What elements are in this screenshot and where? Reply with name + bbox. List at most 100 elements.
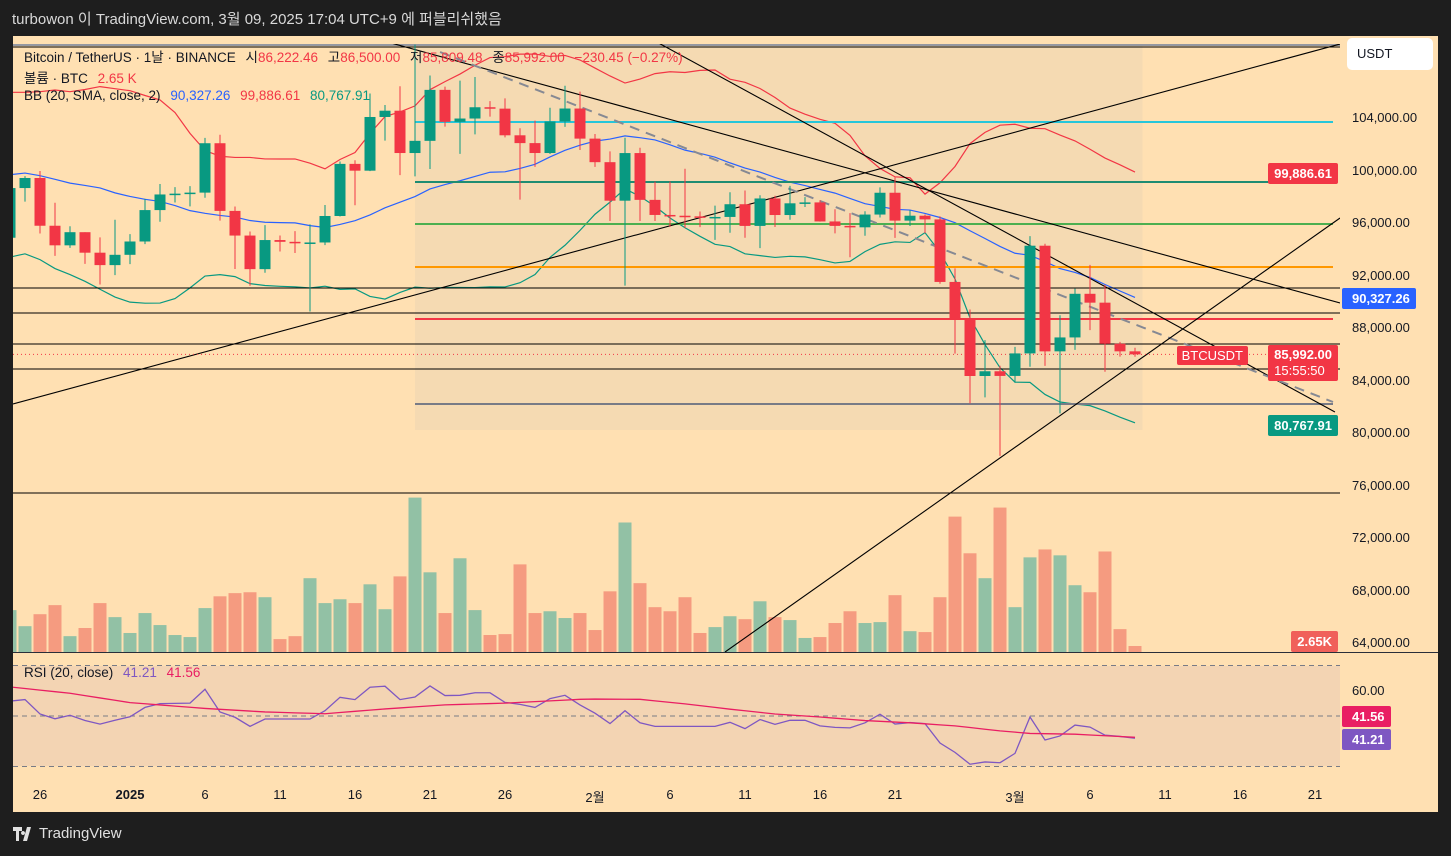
bb-lower-value: 80,767.91 (309, 88, 371, 103)
candle-body (79, 232, 91, 253)
volume-bar (618, 522, 632, 652)
currency-button[interactable]: USDT (1347, 38, 1433, 70)
candle (664, 181, 676, 227)
candle (694, 211, 706, 228)
candle-body (169, 193, 181, 196)
volume-bar (168, 635, 182, 652)
price-tick: 68,000.00 (1352, 582, 1410, 598)
rsi-value: 41.21 (123, 665, 157, 680)
candle-body (1099, 302, 1111, 344)
volume-bar (768, 617, 782, 652)
volume-bar (843, 611, 857, 652)
candle (499, 98, 511, 138)
volume-bar (663, 611, 677, 652)
candle-body (1009, 353, 1021, 376)
rsi-label[interactable]: RSI (20, close) (24, 665, 114, 680)
candle-body (934, 219, 946, 282)
volume-bar (738, 619, 752, 652)
time-tick: 21 (887, 787, 903, 802)
volume-price-label: 2.65K (1291, 631, 1338, 652)
candle-body (469, 107, 481, 119)
volume-bar (198, 608, 212, 652)
candle (1084, 264, 1096, 331)
candle-body (364, 116, 376, 171)
volume-bar (378, 609, 392, 652)
volume-bar (693, 632, 707, 652)
candle (409, 44, 421, 177)
candle (34, 170, 46, 234)
volume-bar (213, 596, 227, 652)
candle (769, 195, 781, 227)
candle-body (709, 216, 721, 219)
bb-label[interactable]: BB (20, SMA, close, 2) (24, 88, 161, 103)
volume-bar (573, 613, 587, 652)
candle (784, 185, 796, 220)
candle (379, 105, 391, 141)
candle-body (904, 215, 916, 221)
candle-body (34, 177, 46, 226)
volume-bar (513, 564, 527, 652)
volume-bar (828, 623, 842, 652)
volume-bar (783, 620, 797, 652)
volume-bar (138, 613, 152, 652)
candle (799, 197, 811, 207)
close-label: 종 (492, 50, 505, 65)
candle (949, 268, 961, 354)
candle-body (1084, 293, 1096, 303)
candle (214, 134, 226, 221)
bb-lower-line (13, 188, 1136, 424)
candle-body (919, 215, 931, 220)
candle (1129, 347, 1141, 357)
time-tick: 16 (812, 787, 828, 802)
candle-body (814, 202, 826, 222)
candle-body (964, 319, 976, 376)
candle (619, 137, 631, 286)
volume-bar (78, 628, 92, 652)
volume-bar (228, 593, 242, 652)
candle (1039, 243, 1051, 366)
candle-body (1024, 245, 1036, 354)
change-value: −230.45 (−0.27%) (574, 50, 683, 65)
price-tick: 92,000.00 (1352, 267, 1410, 283)
candle (1099, 284, 1111, 372)
time-tick: 11 (273, 787, 287, 802)
volume-bar (1038, 549, 1052, 652)
volume-bar (888, 595, 902, 652)
volume-bar (63, 636, 77, 652)
volume-label[interactable]: 볼륨 · BTC (24, 71, 88, 86)
candle (94, 237, 106, 285)
candle (49, 202, 61, 256)
candle (724, 192, 736, 233)
volume-bar (948, 516, 962, 652)
volume-bar (288, 636, 302, 652)
volume-bar (1008, 607, 1022, 652)
high-label: 고 (327, 50, 341, 65)
candle-body (619, 153, 631, 201)
candle (64, 226, 76, 248)
drawings[interactable] (13, 40, 1340, 652)
volume-bar (123, 632, 137, 652)
candle (1024, 236, 1036, 367)
volume-bar (933, 597, 947, 652)
bb-basis-line (13, 135, 1136, 298)
tradingview-logo[interactable]: TradingView (13, 825, 122, 842)
volume-bar (603, 591, 617, 652)
symbol-name[interactable]: Bitcoin / TetherUS · 1날 · BINANCE (24, 50, 236, 65)
volume-bar (33, 614, 47, 652)
volume-bar (1023, 557, 1037, 652)
volume-bar (1098, 551, 1112, 652)
volume-bar (813, 637, 827, 652)
candle (154, 183, 166, 222)
volume-bar (1113, 629, 1127, 652)
candle (904, 210, 916, 227)
volume-bar (543, 611, 557, 652)
volume-bar (423, 572, 437, 652)
highlight-range (415, 44, 1143, 430)
price-tick: 104,000.00 (1352, 110, 1418, 125)
volume-bar (873, 622, 887, 652)
candle (424, 75, 436, 169)
legend-rsi-row: RSI (20, close) 41.21 41.56 (24, 665, 206, 680)
volume-bar (708, 627, 722, 652)
price-tick: 80,000.00 (1352, 425, 1410, 440)
